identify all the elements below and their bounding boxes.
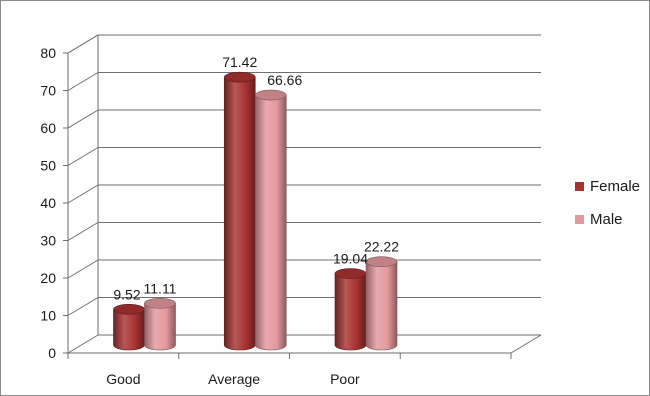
y-tick-label: 50 <box>40 158 56 174</box>
bar-female <box>224 72 255 350</box>
x-tick-label: Average <box>208 371 260 387</box>
bar-top <box>114 304 145 314</box>
legend-item-male: Male <box>575 211 623 228</box>
bar-body <box>224 77 255 350</box>
y-tick-label: 60 <box>40 120 56 136</box>
bar-top <box>366 257 397 267</box>
x-axis-ticks: Good Average Poor <box>68 353 511 387</box>
legend-label: Male <box>590 211 623 228</box>
bar-top <box>224 72 255 82</box>
legend: Female Male <box>575 178 640 228</box>
bar-body <box>335 274 366 350</box>
bar-male <box>255 90 286 350</box>
gridline-diagonal <box>68 110 98 128</box>
y-tick-label: 70 <box>40 83 56 99</box>
y-tick-label: 30 <box>40 233 56 249</box>
legend-label: Female <box>590 178 640 195</box>
gridline-diagonal <box>68 298 98 316</box>
data-label: 71.42 <box>222 54 257 70</box>
bar-body <box>255 95 286 350</box>
floor-right-edge <box>511 335 541 353</box>
legend-item-female: Female <box>575 178 640 195</box>
data-label: 11.11 <box>144 280 177 296</box>
y-axis-ticks: 0 10 20 30 40 50 60 70 80 <box>40 45 68 361</box>
bar-top <box>335 269 366 279</box>
bar-male <box>366 257 397 350</box>
bar-top <box>145 298 176 308</box>
gridline-diagonal <box>68 148 98 166</box>
data-label: 22.22 <box>364 239 399 255</box>
bar-top <box>255 90 286 100</box>
data-label: 19.04 <box>333 251 368 267</box>
gridline-diagonal <box>68 185 98 203</box>
gridline-diagonal <box>68 73 98 91</box>
bar-body <box>114 309 145 350</box>
y-tick-label: 0 <box>48 345 56 361</box>
gridline-diagonal <box>68 223 98 241</box>
gridline-diagonal <box>68 35 98 53</box>
data-label: 9.52 <box>113 286 140 302</box>
bar-body <box>366 262 397 350</box>
data-label: 66.66 <box>267 72 302 88</box>
bar-body <box>145 303 176 350</box>
x-tick-label: Poor <box>330 371 360 387</box>
gridline-diagonal <box>68 260 98 278</box>
bar-female <box>114 304 145 350</box>
y-tick-label: 40 <box>40 195 56 211</box>
bars <box>114 72 398 350</box>
bar-female <box>335 269 366 350</box>
y-tick-label: 10 <box>40 308 56 324</box>
x-tick-label: Good <box>106 371 140 387</box>
y-tick-label: 20 <box>40 270 56 286</box>
legend-swatch <box>575 215 584 224</box>
legend-swatch <box>575 182 584 191</box>
gridline-diagonal <box>68 335 98 353</box>
y-tick-label: 80 <box>40 45 56 61</box>
bar-male <box>145 298 176 350</box>
